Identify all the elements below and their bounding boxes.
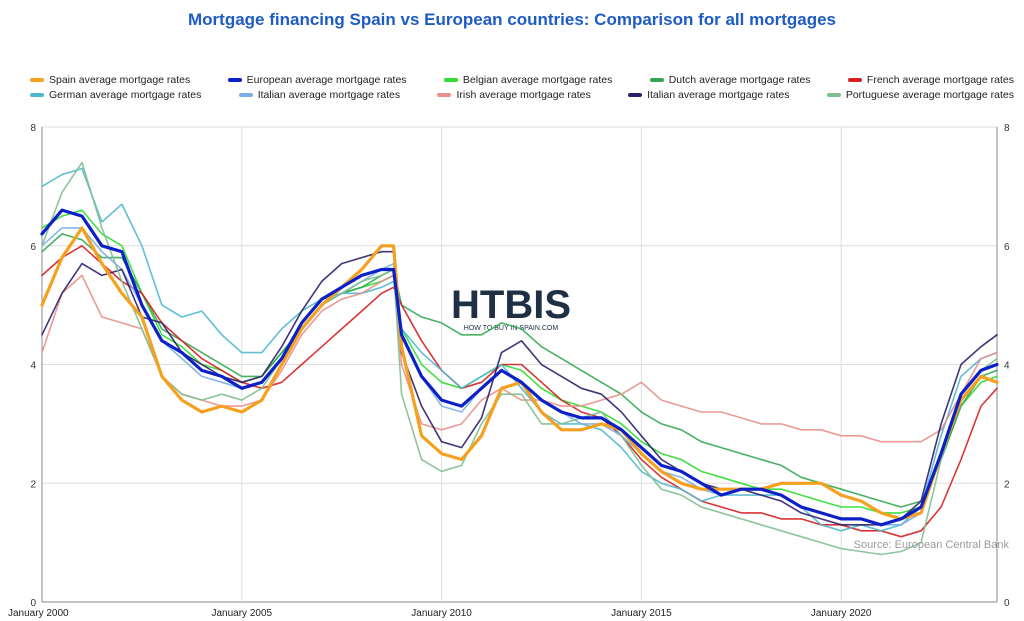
y-tick-label-left: 6	[30, 242, 36, 253]
legend-swatch	[30, 92, 44, 97]
source-note: Source: European Central Bank	[854, 539, 1010, 551]
legend-item[interactable]: Italian average mortgage rates	[628, 87, 789, 102]
legend-item[interactable]: Belgian average mortgage rates	[443, 72, 613, 87]
x-tick-label: January 2005	[211, 608, 272, 619]
legend-label: French average mortgage rates	[866, 73, 1014, 86]
grid	[41, 126, 998, 603]
series-line-4	[41, 245, 998, 538]
y-tick-label-right: 6	[1004, 242, 1010, 253]
chart-title: Mortgage financing Spain vs European cou…	[188, 10, 836, 29]
series-line-6	[41, 227, 998, 526]
legend-item[interactable]: Italian average mortgage rates	[238, 87, 401, 102]
x-tick-label: January 2010	[411, 608, 472, 619]
axis-labels: 0 0 2 2 4 4 6 6 8 8 January 2000 January 2005 Januar…	[8, 123, 1010, 619]
legend-swatch	[847, 77, 862, 82]
legend-item[interactable]: Dutch average mortgage rates	[649, 72, 811, 87]
legend-row: German average mortgage rates Italian ave…	[30, 87, 1014, 102]
series-line-2	[41, 209, 998, 514]
legend-swatch	[227, 77, 242, 82]
legend-label: Portuguese average mortgage rates	[845, 88, 1014, 101]
series-line-8	[41, 250, 998, 526]
y-tick-label-left: 8	[30, 123, 36, 134]
legend-label: Belgian average mortgage rates	[462, 73, 613, 86]
y-tick-label-left: 2	[30, 479, 36, 490]
legend-item[interactable]: European average mortgage rates	[227, 72, 407, 87]
y-tick-label-right: 0	[1004, 598, 1010, 609]
htbis-watermark: HTBIS HOW TO BUY IN SPAIN.COM	[451, 283, 571, 332]
watermark-tagline: HOW TO BUY IN SPAIN.COM	[464, 325, 559, 332]
series-layer	[40, 161, 999, 556]
legend-swatch	[30, 77, 44, 82]
series-line-9	[41, 161, 998, 556]
y-tick-label-right: 4	[1004, 361, 1010, 372]
legend: Spain average mortgage rates European ave…	[30, 72, 1014, 102]
legend-swatch	[649, 77, 664, 82]
legend-swatch	[437, 92, 452, 97]
legend-label: Spain average mortgage rates	[49, 73, 191, 86]
legend-label: European average mortgage rates	[246, 73, 407, 86]
legend-item[interactable]: Portuguese average mortgage rates	[826, 87, 1014, 102]
series-line-3	[41, 233, 998, 508]
legend-item[interactable]: German average mortgage rates	[30, 87, 201, 102]
legend-item[interactable]: Spain average mortgage rates	[30, 72, 190, 87]
y-tick-label-right: 8	[1004, 123, 1010, 134]
x-tick-label: January 2015	[611, 608, 672, 619]
legend-item[interactable]: French average mortgage rates	[847, 72, 1014, 87]
x-tick-label: January 2020	[811, 608, 872, 619]
legend-label: German average mortgage rates	[49, 88, 202, 101]
legend-swatch	[628, 92, 643, 97]
legend-label: Italian average mortgage rates	[257, 88, 401, 101]
series-line-0	[40, 226, 999, 521]
legend-swatch	[826, 92, 841, 97]
x-tick-label: January 2000	[8, 608, 69, 619]
watermark-name: HTBIS	[451, 283, 571, 327]
legend-item[interactable]: Irish average mortgage rates	[437, 87, 591, 102]
legend-label: Irish average mortgage rates	[456, 88, 591, 101]
y-tick-label-left: 0	[30, 598, 36, 609]
legend-label: Dutch average mortgage rates	[668, 73, 811, 86]
y-tick-label-left: 4	[30, 361, 36, 372]
legend-swatch	[238, 92, 253, 97]
y-tick-label-right: 2	[1004, 479, 1010, 490]
legend-label: Italian average mortgage rates	[647, 88, 790, 101]
series-line-1	[40, 208, 999, 527]
legend-swatch	[443, 77, 458, 82]
legend-row: Spain average mortgage rates European ave…	[30, 72, 1014, 87]
